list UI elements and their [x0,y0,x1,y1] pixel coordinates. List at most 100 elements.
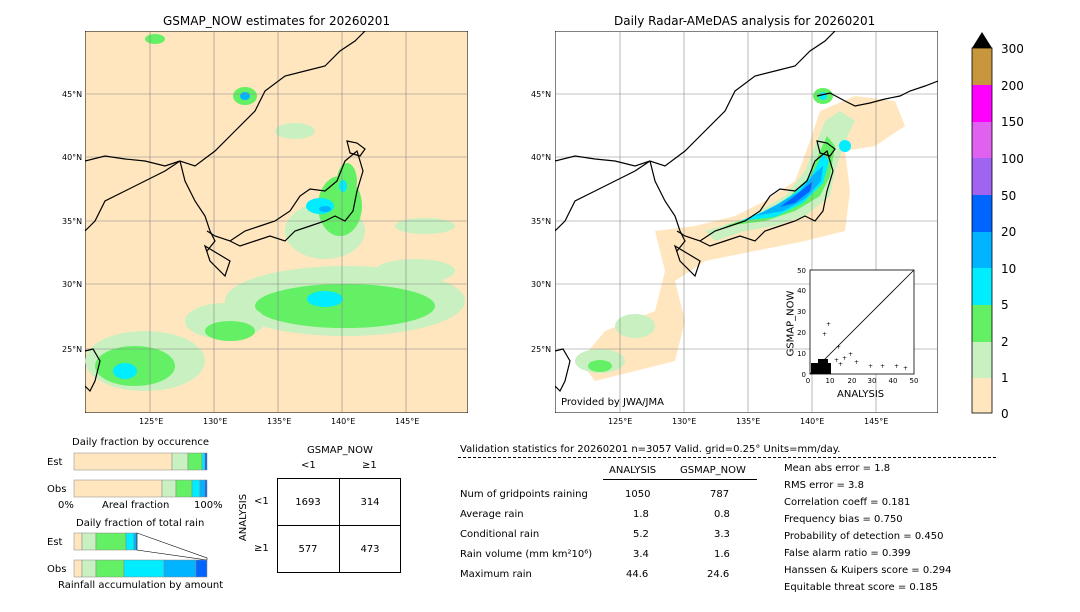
cont-col-header: GSMAP_NOW [307,445,373,456]
cb-100: 100 [1001,152,1024,166]
cont-cell-ge-ge: 473 [360,544,380,555]
svg-text:20: 20 [848,377,857,385]
left-map-canvas [84,30,469,414]
occ-axis-mid: Areal fraction [102,500,170,511]
svg-text:+: + [836,344,841,351]
val-row-analysis-2: 5.2 [633,529,649,540]
svg-text:50: 50 [797,267,806,275]
val-row-gsmap-1: 0.8 [714,509,730,520]
val-row-label-0: Num of gridpoints raining [460,489,588,500]
cont-row-header: ANALYSIS [238,493,250,542]
right-map-coastline [554,30,939,393]
val-row-analysis-4: 44.6 [626,569,649,580]
left-lon-145: 145°E [395,417,420,426]
cont-col-lt: <1 [301,460,316,471]
scatter-points: + + + + + + + + + + + + [811,321,908,374]
val-row-label-2: Conditional rain [460,529,540,540]
occ-row-obs: Obs [47,484,67,495]
val-row-analysis-1: 1.8 [633,509,649,520]
cb-0: 0 [1001,407,1009,421]
svg-text:+: + [842,355,847,362]
score-7: Equitable threat score = 0.185 [784,582,939,593]
right-lat-40: 40°N [531,153,552,162]
scatter-ticks: 0 10 20 30 40 50 0 10 20 30 40 50 [797,267,918,385]
left-lon-125: 125°E [139,417,164,426]
val-row-gsmap-4: 24.6 [707,569,730,580]
right-map-credit: Provided by JWA/JMA [561,397,664,408]
svg-text:+: + [826,321,831,328]
cont-col-ge: ≥1 [362,460,377,471]
right-lon-145: 145°E [864,417,889,426]
score-3: Frequency bias = 0.750 [784,514,903,525]
svg-text:+: + [868,363,873,370]
colorbar [968,30,1008,415]
left-lat-35: 35°N [62,217,83,226]
occurrence-title: Daily fraction by occurence [72,437,210,448]
val-row-gsmap-0: 787 [710,489,730,500]
svg-text:+: + [880,363,885,370]
left-map-title: GSMAP_NOW estimates for 20260201 [163,14,391,28]
right-lat-45: 45°N [531,90,552,99]
scatter-inset: + + + + + + + + + + + + 0 10 20 30 40 50… [778,264,928,404]
score-0: Mean abs error = 1.8 [784,463,891,474]
cont-cell-lt-ge: 314 [360,497,380,508]
val-col-analysis: ANALYSIS [609,465,657,476]
svg-text:+: + [822,331,827,338]
svg-text:+: + [848,351,853,358]
occ-axis-left: 0% [58,500,74,511]
svg-text:30: 30 [868,377,877,385]
svg-text:50: 50 [910,377,919,385]
left-map [84,30,469,414]
right-lon-130: 130°E [672,417,697,426]
svg-text:+: + [834,357,839,364]
left-map-rain [85,34,465,391]
val-row-label-3: Rain volume (mm km²10⁶) [460,549,593,560]
scatter-plot: + + + + + + + + + + + + 0 10 20 30 40 50… [797,267,918,385]
cb-200: 200 [1001,79,1024,93]
left-lat-25: 25°N [62,345,83,354]
left-lon-135: 135°E [267,417,292,426]
val-col-divider [603,479,757,480]
left-lat-30: 30°N [62,280,83,289]
svg-text:20: 20 [797,329,806,337]
svg-text:+: + [894,363,899,370]
cb-5: 5 [1001,298,1009,312]
cb-10: 10 [1001,262,1017,276]
left-lon-140: 140°E [331,417,356,426]
left-map-grid [85,31,468,413]
svg-text:+: + [903,365,908,372]
svg-text:0: 0 [802,371,806,379]
right-lon-140: 140°E [800,417,825,426]
left-lat-40: 40°N [62,153,83,162]
cb-1: 1 [1001,371,1009,385]
val-row-analysis-0: 1050 [625,489,651,500]
tr-row-obs: Obs [47,564,67,575]
colorbar-svg [971,32,993,414]
val-row-gsmap-2: 3.3 [714,529,730,540]
cb-150: 150 [1001,115,1024,129]
right-lat-25: 25°N [531,345,552,354]
val-col-gsmap: GSMAP_NOW [680,465,746,476]
left-lon-130: 130°E [203,417,228,426]
svg-text:10: 10 [826,377,835,385]
scatter-xlabel: ANALYSIS [837,389,885,400]
cont-row-lt: <1 [254,496,269,507]
left-lat-45: 45°N [62,90,83,99]
cb-2: 2 [1001,335,1009,349]
val-row-gsmap-3: 1.6 [714,549,730,560]
total-rain-title: Daily fraction of total rain [76,518,205,529]
svg-text:0: 0 [806,377,810,385]
cont-cell-lt-lt: 1693 [295,497,321,508]
left-map-coastline [84,30,366,393]
cb-20: 20 [1001,225,1017,239]
svg-text:40: 40 [889,377,898,385]
right-lat-30: 30°N [531,280,552,289]
occurrence-bars [73,451,213,501]
right-map-title: Daily Radar-AMeDAS analysis for 20260201 [614,14,876,28]
svg-text:10: 10 [797,350,806,358]
score-1: RMS error = 3.8 [784,480,864,491]
score-4: Probability of detection = 0.450 [784,531,944,542]
cont-cell-ge-lt: 577 [298,544,318,555]
score-5: False alarm ratio = 0.399 [784,548,911,559]
cont-row-ge: ≥1 [254,543,269,554]
